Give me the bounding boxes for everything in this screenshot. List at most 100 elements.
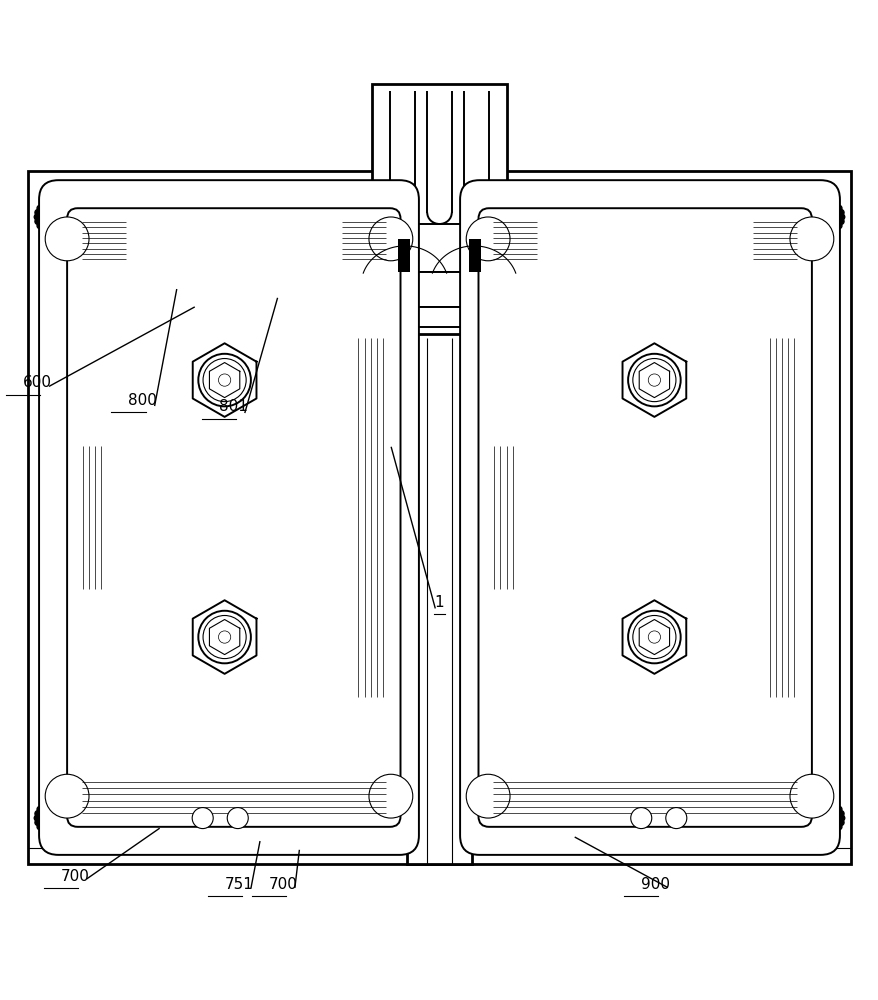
Circle shape	[630, 808, 651, 829]
Circle shape	[369, 217, 413, 261]
Circle shape	[51, 796, 57, 802]
Circle shape	[35, 218, 41, 224]
Circle shape	[124, 824, 130, 830]
Circle shape	[51, 233, 57, 240]
Circle shape	[751, 802, 757, 808]
Circle shape	[791, 790, 797, 796]
Circle shape	[57, 236, 63, 242]
Circle shape	[791, 840, 797, 847]
Circle shape	[756, 198, 762, 204]
Ellipse shape	[43, 797, 124, 839]
Circle shape	[783, 840, 789, 846]
Circle shape	[81, 239, 87, 245]
Circle shape	[821, 796, 827, 802]
Circle shape	[815, 793, 821, 799]
Circle shape	[35, 210, 41, 216]
Circle shape	[51, 194, 57, 201]
Circle shape	[799, 840, 805, 846]
Circle shape	[751, 828, 757, 834]
Circle shape	[827, 799, 833, 805]
Circle shape	[783, 790, 789, 796]
Circle shape	[837, 819, 843, 826]
Circle shape	[104, 793, 110, 799]
Circle shape	[121, 802, 127, 808]
Circle shape	[97, 190, 103, 196]
Circle shape	[837, 210, 843, 216]
Circle shape	[745, 819, 752, 826]
Circle shape	[45, 774, 89, 818]
Circle shape	[831, 828, 838, 834]
Circle shape	[73, 790, 79, 796]
Circle shape	[73, 189, 79, 195]
Circle shape	[124, 806, 130, 812]
Circle shape	[835, 806, 841, 812]
Text: 751: 751	[225, 877, 254, 892]
Circle shape	[198, 611, 250, 663]
Circle shape	[37, 806, 43, 812]
Text: 800: 800	[128, 393, 157, 408]
Circle shape	[751, 227, 757, 233]
Circle shape	[748, 806, 754, 812]
Circle shape	[369, 774, 413, 818]
Circle shape	[34, 815, 40, 821]
Circle shape	[815, 192, 821, 198]
Text: 801: 801	[219, 399, 248, 414]
Circle shape	[227, 808, 248, 829]
FancyBboxPatch shape	[39, 180, 419, 855]
Circle shape	[756, 799, 762, 805]
FancyBboxPatch shape	[67, 208, 400, 827]
Ellipse shape	[764, 804, 824, 832]
Circle shape	[799, 239, 805, 245]
Circle shape	[838, 815, 844, 821]
Circle shape	[756, 230, 762, 236]
Ellipse shape	[754, 797, 835, 839]
Circle shape	[827, 198, 833, 204]
Circle shape	[126, 819, 133, 826]
Bar	[27, 171, 851, 864]
Bar	[398, 239, 410, 272]
Circle shape	[799, 790, 805, 796]
Circle shape	[838, 214, 844, 220]
Circle shape	[57, 837, 63, 843]
Circle shape	[837, 811, 843, 817]
Circle shape	[219, 374, 231, 386]
Circle shape	[89, 840, 95, 846]
Circle shape	[665, 808, 686, 829]
Circle shape	[783, 239, 789, 245]
Circle shape	[198, 354, 250, 406]
Ellipse shape	[749, 793, 840, 843]
Circle shape	[768, 192, 774, 198]
Circle shape	[647, 631, 659, 643]
Circle shape	[789, 774, 833, 818]
Circle shape	[192, 808, 213, 829]
Circle shape	[40, 828, 47, 834]
Circle shape	[745, 210, 752, 216]
Circle shape	[632, 615, 675, 659]
Circle shape	[121, 227, 127, 233]
Ellipse shape	[54, 804, 114, 832]
FancyBboxPatch shape	[478, 208, 811, 827]
Circle shape	[73, 239, 79, 245]
Circle shape	[65, 190, 71, 196]
Circle shape	[815, 236, 821, 242]
Circle shape	[807, 839, 813, 845]
Circle shape	[775, 190, 781, 196]
Circle shape	[203, 359, 246, 402]
Circle shape	[116, 799, 122, 805]
Ellipse shape	[54, 203, 114, 231]
Circle shape	[821, 233, 827, 240]
Circle shape	[835, 205, 841, 211]
Ellipse shape	[38, 793, 129, 843]
Circle shape	[815, 837, 821, 843]
Circle shape	[203, 615, 246, 659]
Circle shape	[821, 194, 827, 201]
Circle shape	[827, 230, 833, 236]
Circle shape	[97, 791, 103, 797]
Circle shape	[124, 205, 130, 211]
Circle shape	[81, 840, 87, 847]
Circle shape	[647, 374, 659, 386]
Circle shape	[768, 793, 774, 799]
Circle shape	[835, 824, 841, 830]
Circle shape	[111, 796, 117, 802]
Circle shape	[126, 218, 133, 224]
